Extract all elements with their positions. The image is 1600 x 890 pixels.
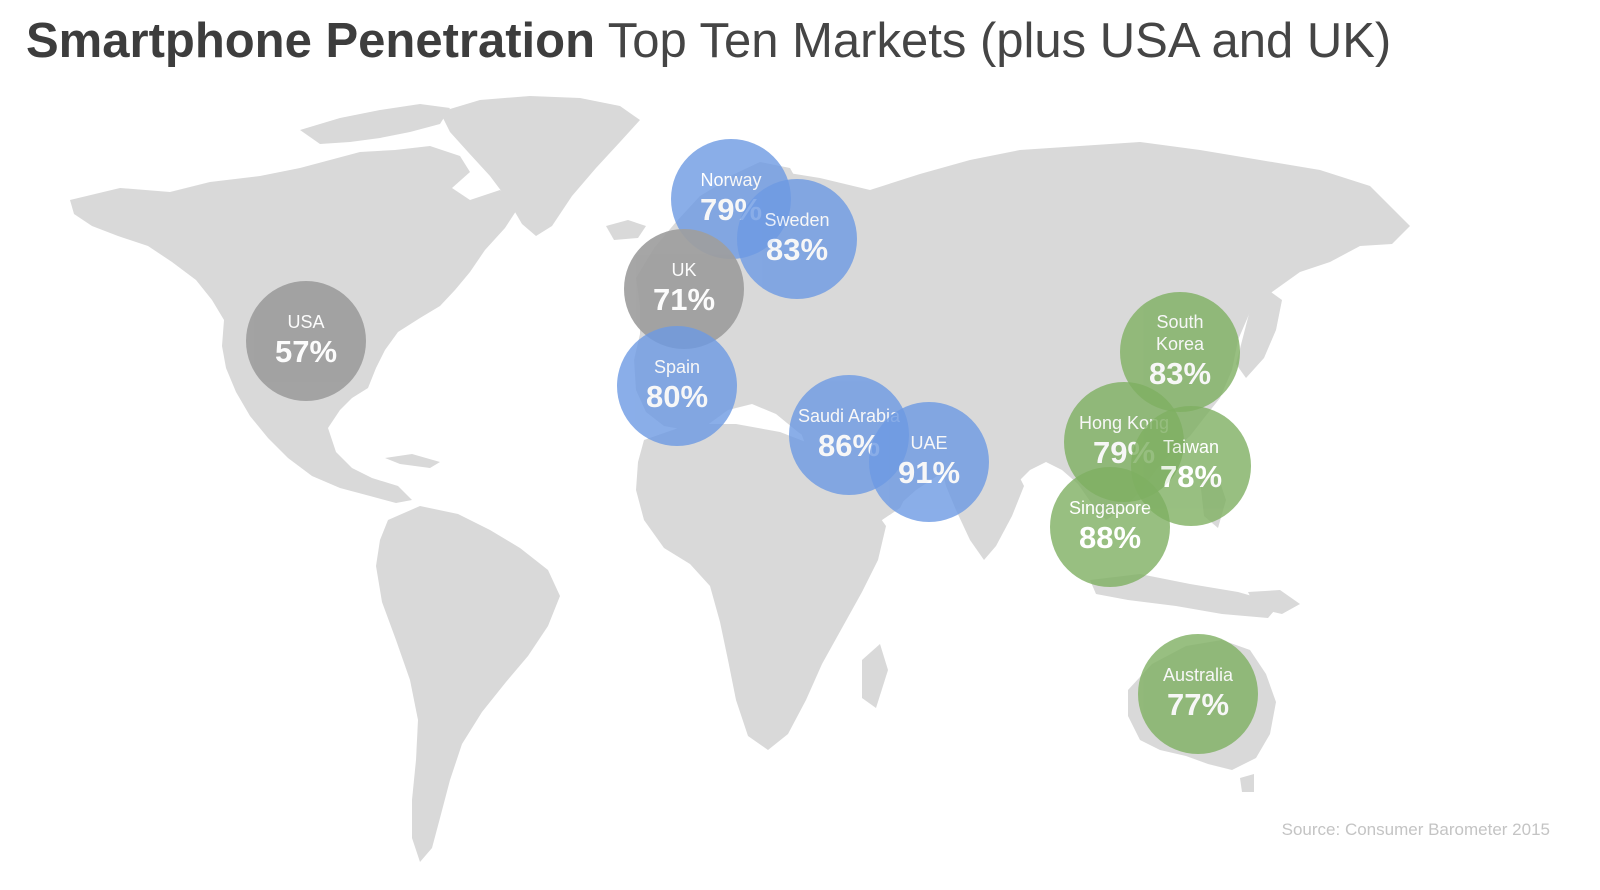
bubble-value-singapore: 88% bbox=[1078, 520, 1142, 555]
bubble-value-usa: 57% bbox=[274, 334, 338, 369]
landmass-indonesia bbox=[1090, 574, 1280, 618]
landmass-madagascar bbox=[862, 644, 888, 708]
landmass-tasmania bbox=[1240, 774, 1254, 792]
landmass-arctic-islands bbox=[300, 104, 450, 144]
bubble-value-uae: 91% bbox=[897, 455, 961, 490]
bubble-value-taiwan: 78% bbox=[1159, 459, 1223, 494]
landmass-new-guinea bbox=[1248, 590, 1300, 614]
bubble-australia: Australia 77% bbox=[1138, 634, 1258, 754]
source-credit: Source: Consumer Barometer 2015 bbox=[1281, 820, 1550, 839]
bubble-label-usa: USA bbox=[287, 312, 325, 332]
bubble-sweden: Sweden 83% bbox=[737, 179, 857, 299]
bubble-singapore: Singapore 88% bbox=[1050, 467, 1170, 587]
landmass-south-america bbox=[376, 506, 560, 862]
bubble-value-sweden: 83% bbox=[765, 232, 829, 267]
bubble-label-sweden: Sweden bbox=[764, 210, 830, 230]
bubble-label-singapore: Singapore bbox=[1068, 498, 1152, 518]
landmass-caribbean bbox=[385, 454, 440, 468]
bubble-value-south-korea: 83% bbox=[1148, 356, 1212, 391]
landmass-iceland bbox=[606, 220, 646, 240]
bubble-south-korea: South Korea 83% bbox=[1120, 292, 1240, 412]
landmass-africa bbox=[636, 424, 886, 750]
bubble-label-norway: Norway bbox=[700, 170, 762, 190]
title-bold: Smartphone Penetration bbox=[26, 14, 596, 68]
bubble-label-uae: UAE bbox=[910, 433, 948, 453]
bubble-label-uk: UK bbox=[671, 260, 697, 280]
bubble-spain: Spain 80% bbox=[617, 326, 737, 446]
bubble-label-taiwan: Taiwan bbox=[1162, 437, 1220, 457]
bubble-value-uk: 71% bbox=[652, 282, 716, 317]
map-title: Smartphone Penetration Top Ten Markets (… bbox=[26, 8, 1391, 74]
bubble-value-australia: 77% bbox=[1166, 687, 1230, 722]
bubble-label-australia: Australia bbox=[1162, 665, 1234, 685]
title-light: Top Ten Markets (plus USA and UK) bbox=[607, 14, 1392, 68]
bubble-uae: UAE 91% bbox=[869, 402, 989, 522]
bubble-label-south-korea: South Korea bbox=[1155, 312, 1205, 354]
bubble-usa: USA 57% bbox=[246, 281, 366, 401]
landmass-japan bbox=[1236, 290, 1282, 378]
bubble-value-spain: 80% bbox=[645, 379, 709, 414]
landmass-greenland bbox=[440, 96, 640, 236]
bubble-label-spain: Spain bbox=[653, 357, 701, 377]
